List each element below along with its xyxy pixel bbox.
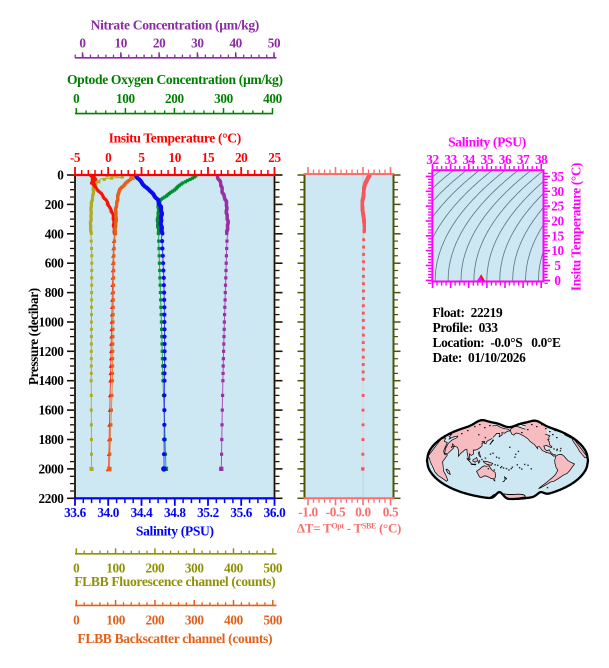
svg-text:0: 0 xyxy=(105,150,112,165)
svg-text:0: 0 xyxy=(73,612,80,627)
svg-text:5: 5 xyxy=(554,258,561,273)
svg-text:0: 0 xyxy=(73,560,80,575)
svg-text:600: 600 xyxy=(45,256,64,271)
svg-text:100: 100 xyxy=(106,560,125,575)
svg-text:30: 30 xyxy=(551,184,564,199)
svg-text:33.6: 33.6 xyxy=(64,505,86,520)
svg-text:37: 37 xyxy=(517,152,530,167)
svg-text:20: 20 xyxy=(551,214,564,229)
svg-text:1000: 1000 xyxy=(39,315,65,330)
svg-text:Insitu Temperature (°C): Insitu Temperature (°C) xyxy=(569,163,584,291)
svg-text:0: 0 xyxy=(57,168,64,183)
svg-text:5: 5 xyxy=(138,150,145,165)
svg-text:2000: 2000 xyxy=(39,461,65,476)
svg-text:Profile: 033: Profile: 033 xyxy=(433,320,499,335)
svg-text:Salinity (PSU): Salinity (PSU) xyxy=(448,135,526,151)
svg-text:34.8: 34.8 xyxy=(164,505,186,520)
svg-text:10: 10 xyxy=(169,150,182,165)
svg-text:35.6: 35.6 xyxy=(230,505,252,520)
svg-text:50: 50 xyxy=(268,36,281,51)
svg-text:35.2: 35.2 xyxy=(197,505,219,520)
svg-text:FLBB Backscatter channel (coun: FLBB Backscatter channel (counts) xyxy=(77,631,272,647)
svg-text:200: 200 xyxy=(45,197,64,212)
svg-text:ΔT= TOpt - TSBE (°C): ΔT= TOpt - TSBE (°C) xyxy=(297,521,401,536)
svg-text:0: 0 xyxy=(554,273,561,288)
svg-text:20: 20 xyxy=(235,150,248,165)
svg-text:Optode Oxygen Concentration (µ: Optode Oxygen Concentration (µm/kg) xyxy=(67,72,283,88)
svg-text:Float: 22219: Float: 22219 xyxy=(433,305,503,320)
svg-text:1400: 1400 xyxy=(39,373,65,388)
svg-text:38: 38 xyxy=(535,152,548,167)
svg-text:34.4: 34.4 xyxy=(131,505,153,520)
svg-text:1200: 1200 xyxy=(39,344,65,359)
svg-text:40: 40 xyxy=(229,36,242,51)
svg-text:25: 25 xyxy=(551,199,564,214)
svg-text:200: 200 xyxy=(146,560,165,575)
svg-text:35: 35 xyxy=(551,169,564,184)
svg-text:400: 400 xyxy=(224,560,243,575)
svg-text:25: 25 xyxy=(268,150,281,165)
svg-text:0.5: 0.5 xyxy=(383,505,399,520)
svg-text:15: 15 xyxy=(202,150,215,165)
svg-text:FLBB Fluorescence channel (cou: FLBB Fluorescence channel (counts) xyxy=(74,574,275,590)
svg-text:-5: -5 xyxy=(70,150,81,165)
svg-text:Location: -0.0°S 0.0°E: Location: -0.0°S 0.0°E xyxy=(433,335,561,350)
svg-text:32: 32 xyxy=(426,152,439,167)
svg-text:2200: 2200 xyxy=(39,491,65,506)
svg-text:300: 300 xyxy=(185,560,204,575)
svg-text:36: 36 xyxy=(499,152,512,167)
svg-text:200: 200 xyxy=(146,612,165,627)
svg-text:-0.5: -0.5 xyxy=(326,505,346,520)
svg-text:34.0: 34.0 xyxy=(97,505,119,520)
svg-text:-1.0: -1.0 xyxy=(298,505,318,520)
svg-text:200: 200 xyxy=(165,91,184,106)
svg-text:Nitrate Concentration (µm/kg): Nitrate Concentration (µm/kg) xyxy=(91,18,259,34)
svg-text:30: 30 xyxy=(191,36,204,51)
svg-text:10: 10 xyxy=(551,243,564,258)
svg-text:400: 400 xyxy=(45,226,64,241)
svg-text:Pressure (decibar): Pressure (decibar) xyxy=(26,288,41,385)
svg-text:500: 500 xyxy=(263,560,282,575)
svg-text:Insitu Temperature (°C): Insitu Temperature (°C) xyxy=(109,131,241,147)
svg-text:10: 10 xyxy=(115,36,128,51)
svg-text:36.0: 36.0 xyxy=(264,505,286,520)
svg-text:Date: 01/10/2026: Date: 01/10/2026 xyxy=(433,350,527,365)
svg-text:1600: 1600 xyxy=(39,403,65,418)
svg-text:0: 0 xyxy=(73,91,80,106)
svg-text:800: 800 xyxy=(45,285,64,300)
svg-text:100: 100 xyxy=(106,612,125,627)
svg-text:0: 0 xyxy=(79,36,86,51)
svg-text:400: 400 xyxy=(224,612,243,627)
svg-text:Salinity (PSU): Salinity (PSU) xyxy=(136,523,214,539)
svg-text:15: 15 xyxy=(551,228,564,243)
svg-text:400: 400 xyxy=(263,91,282,106)
svg-text:100: 100 xyxy=(116,91,135,106)
svg-text:300: 300 xyxy=(214,91,233,106)
svg-text:35: 35 xyxy=(481,152,494,167)
svg-text:0.0: 0.0 xyxy=(355,505,371,520)
svg-text:300: 300 xyxy=(185,612,204,627)
svg-text:33: 33 xyxy=(444,152,457,167)
svg-text:20: 20 xyxy=(153,36,166,51)
svg-text:500: 500 xyxy=(263,612,282,627)
svg-text:1800: 1800 xyxy=(39,432,65,447)
svg-text:34: 34 xyxy=(462,152,475,167)
